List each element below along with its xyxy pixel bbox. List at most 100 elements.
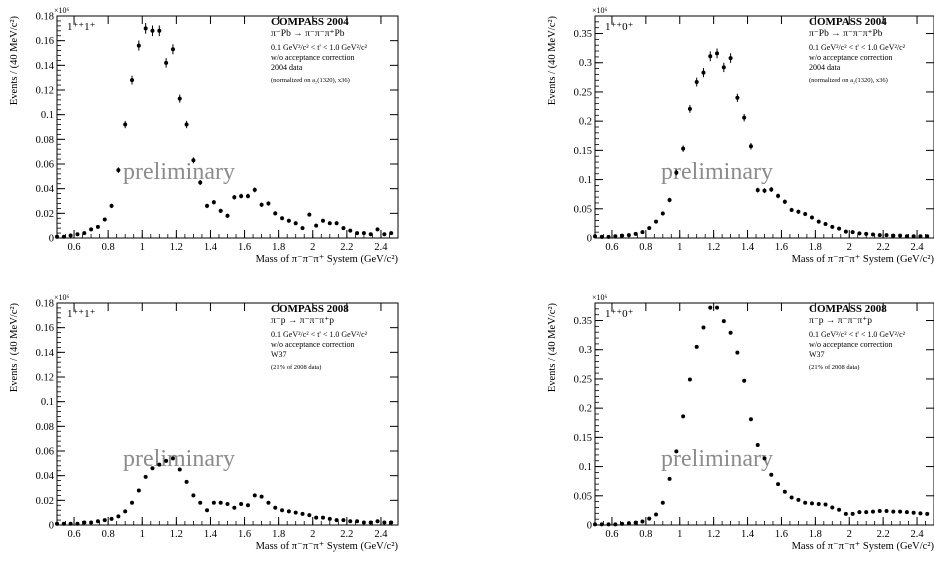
data-point (769, 187, 774, 192)
y-tick-label: 0.08 (36, 422, 54, 433)
data-point (102, 217, 107, 222)
x-tick-label: 1.4 (204, 529, 218, 540)
x-tick-label: 2.2 (877, 242, 890, 253)
info-note: 2004 data (271, 63, 303, 72)
data-point (68, 521, 73, 526)
data-point (857, 231, 862, 236)
data-point (218, 500, 223, 505)
data-point (164, 458, 169, 463)
data-point (640, 230, 645, 235)
data-point (259, 202, 264, 207)
y-tick-label: 0 (587, 521, 592, 532)
data-point (89, 520, 94, 525)
info-note: w/o acceptance correction (809, 340, 893, 349)
y-tick-label: 0.15 (574, 433, 592, 444)
chart-panel-bottom-right: 0 0.05 0.1 0.15 0.2 0.25 0.3 0.35 0.6 0.8 1 1.2 1.4 1… (547, 293, 934, 552)
data-point (782, 489, 787, 494)
data-point (674, 449, 679, 454)
data-point (55, 521, 59, 526)
data-point (701, 325, 706, 330)
data-point (89, 227, 94, 232)
data-point (776, 482, 781, 487)
data-point (273, 211, 278, 216)
data-point (877, 508, 882, 513)
y-tick-label: 0.2 (579, 117, 592, 128)
info-note: w/o acceptance correction (271, 53, 355, 62)
y-tick-label: 0.2 (579, 404, 592, 415)
data-point (708, 54, 713, 59)
x-tick-label: 1.2 (170, 242, 183, 253)
data-point (809, 501, 814, 506)
data-point (170, 456, 175, 461)
data-point (245, 503, 250, 508)
data-point (715, 305, 720, 310)
data-point (375, 519, 380, 524)
data-point (191, 493, 196, 498)
data-point (721, 65, 726, 70)
data-point (857, 510, 862, 515)
data-point (355, 519, 360, 524)
data-point (654, 219, 659, 224)
x-tick-label: 2.2 (340, 529, 353, 540)
data-point (925, 234, 930, 239)
x-tick-label: 0.8 (639, 242, 652, 253)
data-point (891, 509, 896, 514)
chart-panel-top-right: 0 0.05 0.1 0.15 0.2 0.25 0.3 0.35 0.6 0.8 1 1.2 1.4 1… (547, 6, 934, 265)
data-point (823, 221, 828, 226)
data-point (184, 479, 189, 484)
data-point (177, 467, 182, 472)
data-point (816, 219, 821, 224)
data-point (280, 508, 285, 513)
info-note: 0.1 GeV²/c² < t' < 1.0 GeV²/c² (271, 330, 368, 339)
data-point (177, 96, 182, 101)
y-tick-label: 0.14 (36, 61, 55, 72)
data-point (742, 115, 747, 120)
data-point (266, 500, 271, 505)
chart-panel-bottom-left: 0 0.02 0.04 0.06 0.08 0.1 0.12 0.14 0.16 0.18 0.6 0… (9, 293, 399, 552)
x-tick-label: 1 (677, 529, 682, 540)
data-point (164, 60, 169, 65)
y-exponent-label: ×10⁶ (54, 293, 70, 302)
preliminary-watermark: preliminary (661, 159, 773, 185)
y-tick-label: 0.08 (36, 135, 54, 146)
experiment-label: COMPASS 2008 (809, 303, 887, 315)
data-point (355, 231, 360, 236)
data-point (334, 221, 339, 226)
reaction-label: π⁻Pb → π⁻π⁻π⁺Pb (271, 29, 345, 39)
data-point (647, 226, 652, 231)
x-tick-label: 1.4 (204, 242, 218, 253)
experiment-label: COMPASS 2004 (271, 16, 349, 28)
data-point (307, 513, 312, 518)
data-point (239, 194, 244, 199)
data-point (837, 507, 842, 512)
data-point (82, 520, 87, 525)
y-tick-label: 0.12 (36, 86, 54, 97)
data-point (762, 456, 767, 461)
data-point (205, 203, 210, 208)
x-axis-title: Mass of π⁻π⁻π⁺ System (GeV/c²) (792, 541, 934, 552)
data-point (918, 511, 923, 516)
x-tick-label: 0.6 (67, 529, 80, 540)
y-axis-title: Events / (40 MeV/c²) (9, 16, 20, 106)
y-tick-label: 0.16 (36, 36, 54, 47)
y-exponent-label: ×10⁶ (592, 6, 608, 15)
data-point (830, 224, 835, 229)
data-point (633, 231, 638, 236)
y-tick-label: 0.1 (579, 462, 592, 473)
data-point (647, 516, 652, 521)
y-tick-label: 0.25 (574, 87, 592, 98)
data-point (870, 509, 875, 514)
data-point (687, 377, 692, 382)
data-point (389, 231, 394, 236)
y-tick-label: 0.12 (36, 373, 54, 384)
data-point (136, 488, 141, 493)
data-point (904, 510, 909, 515)
preliminary-watermark: preliminary (123, 159, 235, 185)
data-point (218, 208, 223, 213)
normalization-note: (21% of 2008 data) (271, 364, 321, 371)
data-point (184, 122, 189, 127)
y-tick-label: 0 (587, 234, 592, 245)
y-exponent-label: ×10⁶ (592, 293, 608, 302)
experiment-label: COMPASS 2008 (271, 303, 349, 315)
data-point (925, 511, 930, 516)
